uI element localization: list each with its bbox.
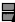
- Line: 0.6V: 0.6V: [0, 14, 15, 22]
- Line: 1V: 1V: [0, 14, 15, 22]
- Line: -0.2V: -0.2V: [0, 0, 15, 12]
- Line: 0.5V: 0.5V: [0, 13, 15, 22]
- Line: 0.2V: 0.2V: [0, 8, 15, 22]
- Line: -0.5V: -0.5V: [0, 2, 15, 12]
- Text: (a): (a): [10, 3, 15, 22]
- Line: 0.7V: 0.7V: [0, 14, 15, 22]
- Line: 0.3V: 0.3V: [0, 11, 15, 22]
- Line: 0.8V: 0.8V: [0, 14, 15, 22]
- Line: -0.9V: -0.9V: [0, 4, 15, 14]
- Line: -0.4V: -0.4V: [0, 1, 15, 12]
- Line: -0.7V: -0.7V: [0, 3, 15, 13]
- Text: (b): (b): [8, 12, 15, 22]
- Line: 0.4V: 0.4V: [0, 13, 15, 22]
- Line: -0.3V: -0.3V: [0, 0, 15, 12]
- Line: 0.9V: 0.9V: [0, 14, 15, 22]
- Line: -0.8V: -0.8V: [0, 3, 15, 14]
- Legend: -1V, -0.9V, -0.8V, -0.7V, -0.6V, -0.5V, -0.4V, -0.3V, -0.2V: -1V, -0.9V, -0.8V, -0.7V, -0.6V, -0.5V, …: [5, 6, 15, 22]
- -0.2V: [12, 3, 13, 4]
- Line: -1V: -1V: [0, 4, 15, 15]
- 0.4V: [12, 18, 13, 19]
- Line: -0.6V: -0.6V: [0, 2, 15, 13]
